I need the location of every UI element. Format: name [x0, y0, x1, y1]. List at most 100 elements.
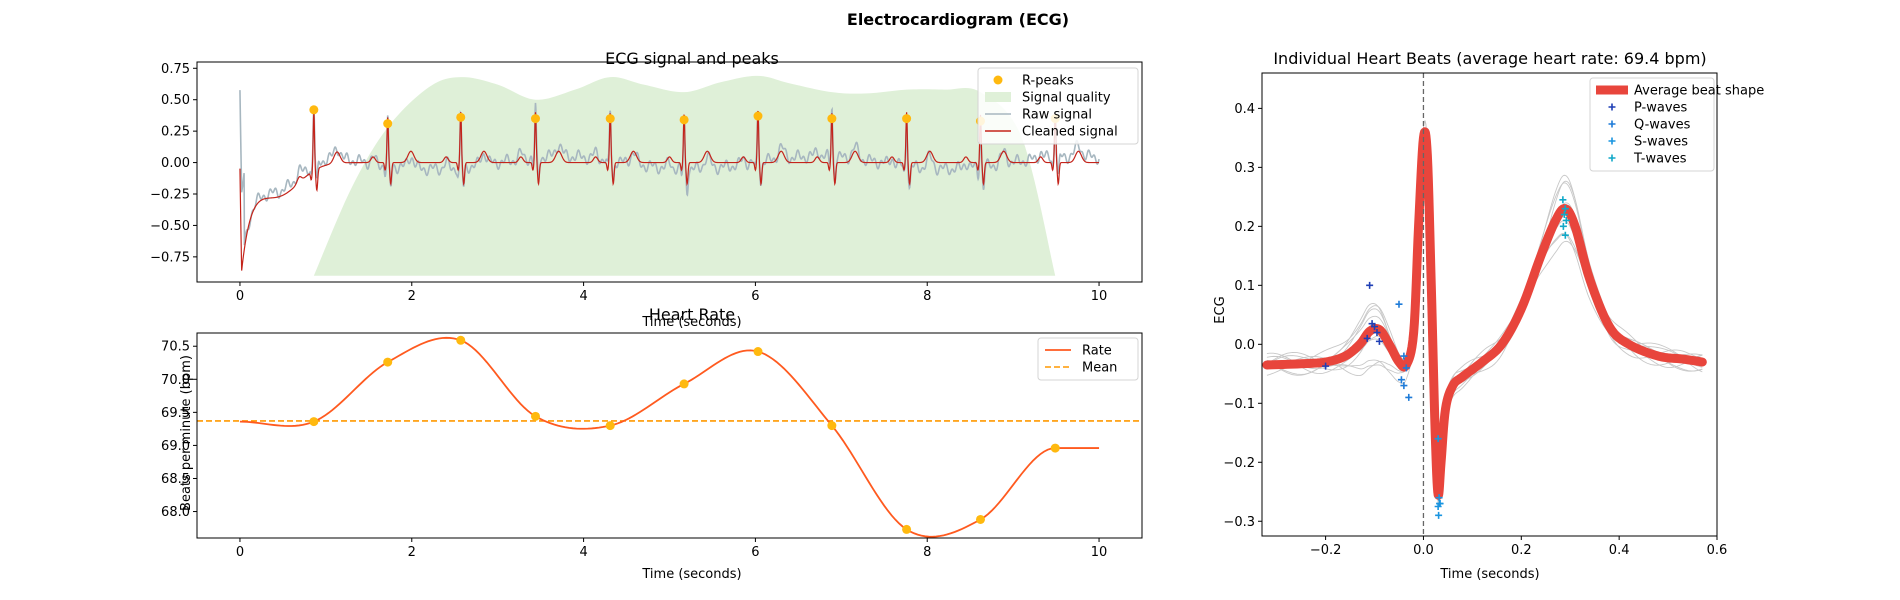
p-wave-marker: [1363, 334, 1371, 342]
individual-beat-line: [1266, 131, 1703, 495]
ecg-y-tick-label: −0.50: [150, 219, 190, 234]
ecg-x-tick-label: 0: [236, 289, 244, 304]
rate-x-axis-label: Time (seconds): [641, 567, 741, 582]
rate-x-tick-label: 6: [751, 545, 759, 560]
ecg-legend-label: Cleaned signal: [1022, 125, 1118, 140]
beats-x-tick-label: 0.6: [1707, 543, 1728, 558]
rate-y-tick-label: 70.0: [161, 373, 190, 388]
average-beat-line: [1262, 127, 1707, 500]
r-peak-point: [902, 114, 912, 124]
ecg-y-tick-label: 0.75: [161, 62, 190, 77]
t-wave-marker: [1562, 216, 1570, 224]
ecg-x-tick-label: 8: [923, 289, 931, 304]
rate-y-tick-label: 68.5: [161, 472, 190, 487]
individual-beat-line: [1266, 130, 1703, 495]
beats-y-tick-label: 0.3: [1234, 161, 1255, 176]
p-wave-marker: [1322, 362, 1330, 370]
beats-y-tick-label: −0.3: [1223, 515, 1255, 530]
beats-x-tick-label: 0.4: [1609, 543, 1630, 558]
r-peak-point: [827, 114, 837, 124]
ecg-x-tick-label: 6: [751, 289, 759, 304]
rate-point: [456, 335, 466, 345]
individual-beat-line: [1266, 137, 1703, 505]
beats-panel-title: Individual Heart Beats (average heart ra…: [1273, 49, 1706, 68]
rate-point: [309, 417, 319, 427]
rate-point: [679, 379, 689, 389]
s-wave-marker: [1434, 435, 1442, 443]
rate-point: [1050, 443, 1060, 453]
ecg-y-tick-label: 0.50: [161, 93, 190, 108]
legend-p-wave-symbol: [1608, 103, 1616, 111]
individual-beat-line: [1266, 130, 1703, 489]
q-wave-marker: [1397, 376, 1405, 384]
beats-x-tick-label: −0.2: [1310, 543, 1342, 558]
r-peak-point: [456, 112, 466, 122]
ecg-legend-label: Raw signal: [1022, 108, 1092, 123]
beats-legend-label: T-waves: [1633, 152, 1687, 167]
ecg-y-tick-label: −0.25: [150, 188, 190, 203]
r-peak-point: [605, 114, 615, 124]
signal-quality-area: [313, 75, 1056, 276]
rate-y-tick-label: 69.0: [161, 439, 190, 454]
beats-x-axis-label: Time (seconds): [1439, 567, 1539, 582]
heart-beats-panel: Individual Heart Beats (average heart ra…: [1213, 49, 1764, 582]
r-peak-point: [530, 114, 540, 124]
q-wave-marker: [1402, 364, 1410, 372]
q-wave-marker: [1400, 382, 1408, 390]
legend-quality-symbol: [985, 92, 1011, 102]
legend-rpeaks-symbol: [993, 75, 1003, 85]
rate-point: [975, 514, 985, 524]
individual-beat-line: [1266, 120, 1703, 489]
rate-point: [383, 357, 393, 367]
beats-legend-label: Average beat shape: [1634, 84, 1764, 99]
heart-rate-panel: Heart Rate Time (seconds) Beats per minu…: [161, 305, 1143, 582]
individual-beat-line: [1266, 127, 1703, 502]
ecg-y-tick-label: −0.75: [150, 250, 190, 265]
t-wave-marker: [1561, 205, 1569, 213]
beats-x-tick-label: 0.0: [1413, 543, 1434, 558]
rate-point: [530, 411, 540, 421]
beats-y-tick-label: 0.1: [1234, 279, 1255, 294]
rate-legend-label: Rate: [1082, 344, 1112, 359]
q-wave-marker: [1400, 352, 1408, 360]
t-wave-marker: [1559, 222, 1567, 230]
rate-point: [605, 421, 615, 431]
r-peak-point: [383, 119, 393, 129]
beats-y-tick-label: 0.4: [1234, 102, 1255, 117]
individual-beat-line: [1266, 129, 1703, 503]
ecg-panel-title: ECG signal and peaks: [605, 49, 779, 68]
rate-x-tick-label: 10: [1091, 545, 1108, 560]
t-wave-marker: [1559, 196, 1567, 204]
p-wave-marker: [1366, 281, 1374, 289]
p-wave-marker: [1371, 323, 1379, 331]
legend-s-wave-symbol: [1608, 137, 1616, 145]
rate-x-tick-label: 2: [408, 545, 416, 560]
legend-t-wave-symbol: [1608, 154, 1616, 162]
ecg-x-tick-label: 10: [1091, 289, 1108, 304]
beats-y-axis-label: ECG: [1213, 296, 1228, 323]
t-wave-marker: [1560, 211, 1568, 219]
ecg-legend-label: Signal quality: [1022, 91, 1111, 106]
rate-line: [239, 336, 1100, 538]
ecg-legend: [977, 67, 1139, 145]
s-wave-marker: [1435, 511, 1443, 519]
beats-y-tick-label: 0.2: [1234, 220, 1255, 235]
ecg-axes-frame: [196, 61, 1143, 283]
individual-beat-line: [1266, 136, 1703, 500]
beats-legend-label: Q-waves: [1634, 118, 1691, 133]
rate-axes-frame: [196, 332, 1143, 539]
beats-legend: [1589, 77, 1715, 172]
rate-legend-label: Mean: [1082, 361, 1117, 376]
beats-y-tick-label: 0.0: [1234, 338, 1255, 353]
ecg-x-tick-label: 2: [408, 289, 416, 304]
p-wave-marker: [1373, 329, 1381, 337]
r-peak-point: [679, 115, 689, 125]
legend-q-wave-symbol: [1608, 120, 1616, 128]
cleaned-signal-line: [239, 110, 1100, 271]
q-wave-marker: [1395, 300, 1403, 308]
q-wave-marker: [1405, 393, 1413, 401]
rate-y-axis-label: Beats per minute (bpm): [179, 355, 194, 511]
ecg-y-tick-label: 0.25: [161, 125, 190, 140]
rate-point: [753, 347, 763, 357]
rate-x-tick-label: 8: [923, 545, 931, 560]
